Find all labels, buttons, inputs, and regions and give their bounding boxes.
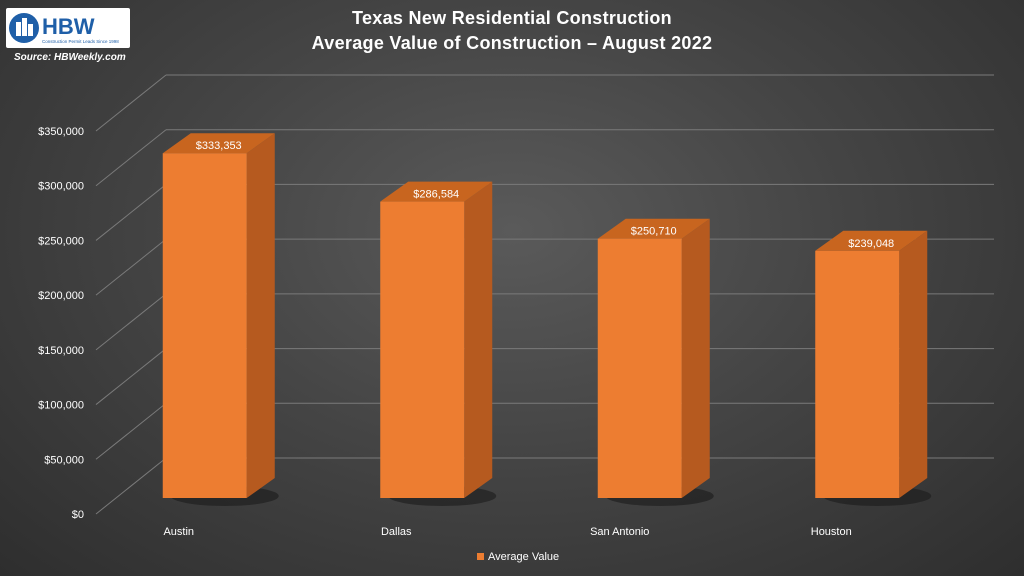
y-tick-label: $150,000 (38, 345, 84, 357)
bar (597, 238, 682, 499)
y-tick-label: $50,000 (44, 454, 84, 466)
chart-title: Texas New Residential Construction Avera… (0, 6, 1024, 56)
logo-tagline: Construction Permit Leads Since 1998 (42, 39, 119, 44)
y-axis: $0 $50,000 $100,000 $150,000 $200,000 $250,00… (38, 126, 84, 521)
x-axis: Austin Dallas San Antonio Houston (163, 526, 851, 538)
x-tick-label: Dallas (381, 526, 412, 538)
gridline-diagonal (95, 238, 167, 296)
data-label: $239,048 (848, 238, 894, 250)
bars: $333,353 $286,584 $250,710 $239,048 (162, 133, 932, 506)
x-tick-label: San Antonio (590, 526, 649, 538)
gridline-diagonal (95, 457, 167, 515)
legend-label: Average Value (488, 551, 559, 563)
logo: HBW Construction Permit Leads Since 1998 (6, 8, 130, 48)
source-text: Source: HBWeekly.com (14, 52, 126, 63)
y-tick-label: $250,000 (38, 235, 84, 247)
data-label: $250,710 (631, 226, 677, 238)
gridline-diagonal (95, 348, 167, 405)
gridline-diagonal (95, 184, 167, 241)
legend: Average Value (477, 551, 559, 563)
x-tick-label: Austin (163, 526, 194, 538)
gridline-diagonal (95, 129, 167, 187)
bar-side (899, 230, 928, 498)
y-tick-label: $0 (72, 509, 84, 521)
bar (815, 250, 900, 498)
bar-side (464, 181, 493, 498)
legend-swatch (477, 553, 484, 560)
logo-text: HBW (42, 14, 95, 39)
gridline-diagonal (95, 74, 167, 132)
y-tick-label: $100,000 (38, 400, 84, 412)
data-label: $286,584 (413, 189, 459, 201)
bar-top (380, 181, 493, 202)
bar-top (162, 133, 275, 154)
bar-top (597, 218, 710, 239)
bar (162, 153, 247, 498)
bar-side (681, 218, 710, 499)
chart-title-line2: Average Value of Construction – August 2… (311, 33, 713, 53)
y-tick-label: $300,000 (38, 181, 84, 193)
bar-side (246, 133, 275, 498)
logo-graphic: HBW Construction Permit Leads Since 1998 (9, 13, 119, 44)
gridline-diagonal (95, 293, 167, 351)
bar-top (815, 230, 928, 251)
y-tick-label: $350,000 (38, 126, 84, 138)
x-tick-label: Houston (811, 526, 852, 538)
chart-title-line1: Texas New Residential Construction (352, 8, 672, 28)
y-tick-label: $200,000 (38, 290, 84, 302)
gridline-diagonal (95, 402, 167, 460)
data-label: $333,353 (196, 140, 242, 152)
bar (380, 201, 465, 498)
